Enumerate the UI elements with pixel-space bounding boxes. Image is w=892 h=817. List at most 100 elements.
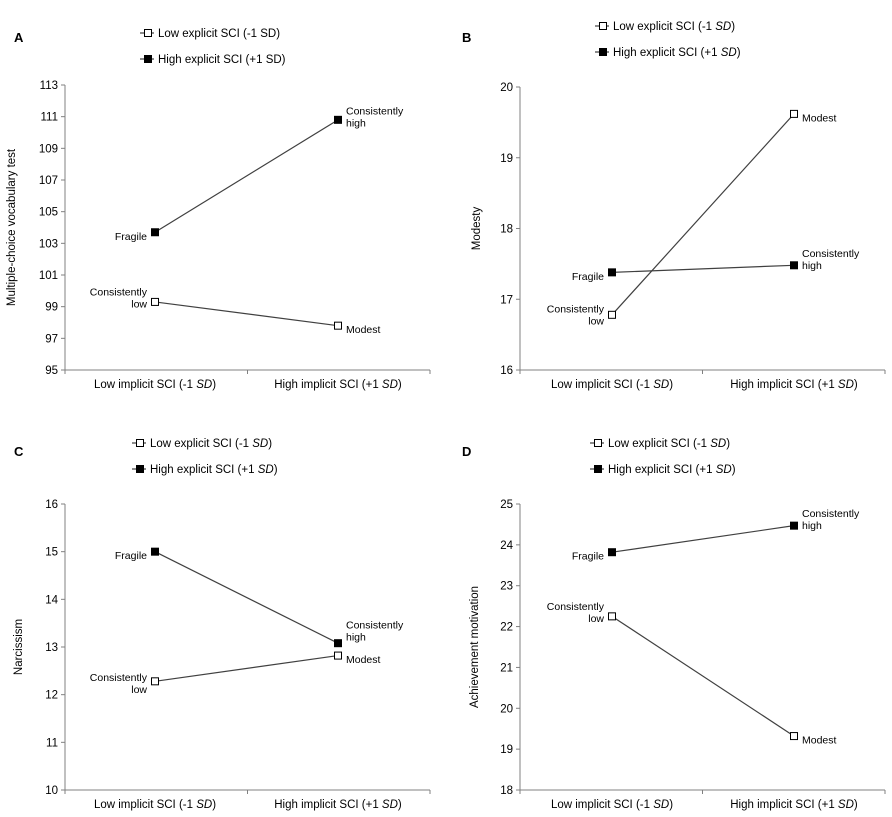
y-axis-title: Modesty: [471, 207, 483, 251]
x-tick-label: Low implicit SCI (-1 SD): [551, 799, 673, 811]
point-label: Consistently high: [346, 105, 404, 129]
panel-b: B 16 17 18 19 20 Low implicit SCI (-1 SD) High …: [462, 21, 886, 391]
y-tick-label: 11: [46, 737, 58, 749]
legend-entry: High explicit SCI (+1 SD): [150, 464, 278, 476]
point-label: Consistently low: [547, 601, 605, 625]
y-tick-label: 20: [500, 703, 513, 715]
y-tick-label: 15: [45, 547, 58, 559]
y-tick-label: 23: [500, 581, 513, 593]
x-tick-label: High implicit SCI (+1 SD): [730, 379, 858, 391]
y-tick-label: 25: [500, 499, 513, 511]
x-tick-label: High implicit SCI (+1 SD): [274, 799, 402, 811]
point-label: Consistently high: [802, 248, 860, 272]
data-point-open: [790, 732, 798, 741]
data-point-filled: [608, 268, 616, 277]
x-tick-label: Low implicit SCI (-1 SD): [94, 379, 216, 391]
x-tick-label: Low implicit SCI (-1 SD): [94, 799, 216, 811]
x-tick-label: High implicit SCI (+1 SD): [274, 379, 402, 391]
y-tick-label: 101: [39, 270, 58, 282]
y-tick-label: 14: [45, 594, 58, 606]
data-point-filled: [334, 115, 342, 124]
y-tick-label: 109: [39, 143, 58, 155]
y-tick-label: 13: [45, 642, 58, 654]
legend-entry: High explicit SCI (+1 SD): [613, 47, 741, 59]
data-point-filled: [334, 639, 342, 648]
point-label: Consistently low: [547, 303, 605, 327]
legend-marker-filled: [594, 465, 602, 473]
y-tick-label: 95: [45, 365, 58, 377]
point-label: Modest: [346, 654, 381, 666]
legend-marker-open: [594, 439, 602, 447]
panel-c: C 10 11 12 13 14 15 16 Low implicit SCI (-1 SD) H…: [13, 438, 431, 811]
data-point-filled: [790, 521, 798, 530]
data-point-open: [151, 677, 159, 686]
y-axis-title: Narcissism: [13, 619, 25, 675]
data-point-open: [151, 297, 159, 306]
y-tick-label: 113: [40, 80, 58, 92]
panel-letter: C: [14, 444, 24, 459]
point-label: Fragile: [572, 551, 604, 563]
panel-letter: B: [462, 30, 471, 45]
y-tick-label: 18: [500, 224, 513, 236]
data-point-filled: [790, 261, 798, 270]
legend-entry: Low explicit SCI (-1 SD): [158, 28, 280, 40]
series-line: [611, 113, 795, 316]
legend-entry: High explicit SCI (+1 SD): [158, 54, 286, 66]
legend-entry: Low explicit SCI (-1 SD): [150, 438, 272, 450]
y-tick-label: 10: [45, 785, 58, 797]
data-point-filled: [151, 547, 159, 556]
y-tick-label: 19: [500, 153, 513, 165]
y-tick-label: 17: [500, 294, 513, 306]
data-point-filled: [151, 228, 159, 237]
y-axis-title: Achievement motivation: [469, 586, 481, 708]
y-tick-label: 16: [500, 365, 513, 377]
point-label: Fragile: [115, 231, 147, 243]
panel-letter: A: [14, 30, 24, 45]
y-tick-label: 107: [39, 175, 58, 187]
y-tick-label: 22: [500, 622, 513, 634]
legend-entry: High explicit SCI (+1 SD): [608, 464, 736, 476]
legend-entry: Low explicit SCI (-1 SD): [608, 438, 730, 450]
y-tick-label: 103: [39, 238, 58, 250]
y-tick-label: 19: [500, 744, 513, 756]
y-tick-label: 99: [45, 302, 58, 314]
legend-marker-open: [599, 22, 607, 30]
legend-marker-open: [144, 29, 152, 37]
panel-d: D 18 19 20 21 22 23 24 25 Low implicit SCI (-1 SD…: [462, 438, 886, 811]
series-line: [154, 654, 339, 682]
data-point-open: [334, 651, 342, 660]
data-point-open: [608, 310, 616, 319]
y-tick-label: 16: [45, 499, 58, 511]
y-tick-label: 18: [500, 785, 513, 797]
point-label: Consistently low: [90, 286, 148, 310]
data-point-open: [790, 109, 798, 118]
point-label: Fragile: [115, 550, 147, 562]
point-label: Fragile: [572, 271, 604, 283]
x-tick-label: High implicit SCI (+1 SD): [730, 799, 858, 811]
y-tick-label: 105: [39, 207, 58, 219]
y-axis-title: Multiple-choice vocabulary test: [6, 148, 18, 306]
series-line: [154, 119, 339, 233]
point-label: Consistently high: [346, 620, 404, 644]
series-line: [611, 615, 795, 737]
y-tick-label: 111: [41, 112, 58, 124]
series-line: [154, 551, 339, 644]
series-line: [154, 301, 339, 327]
y-tick-label: 20: [500, 82, 513, 94]
data-point-open: [334, 321, 342, 330]
point-label: Consistently low: [90, 672, 148, 696]
point-label: Modest: [802, 112, 837, 124]
legend-marker-open: [136, 439, 144, 447]
y-tick-label: 24: [500, 540, 513, 552]
point-label: Consistently high: [802, 508, 860, 532]
panel-letter: D: [462, 444, 471, 459]
series-line: [611, 264, 795, 273]
y-tick-label: 12: [45, 690, 58, 702]
x-tick-label: Low implicit SCI (-1 SD): [551, 379, 673, 391]
panel-a: A 95 97 99 101 103 105 107 109 111 113 Low implicit…: [6, 28, 431, 391]
legend-marker-filled: [136, 465, 144, 473]
y-tick-label: 21: [500, 662, 513, 674]
legend-marker-filled: [144, 55, 152, 63]
point-label: Modest: [802, 735, 837, 747]
